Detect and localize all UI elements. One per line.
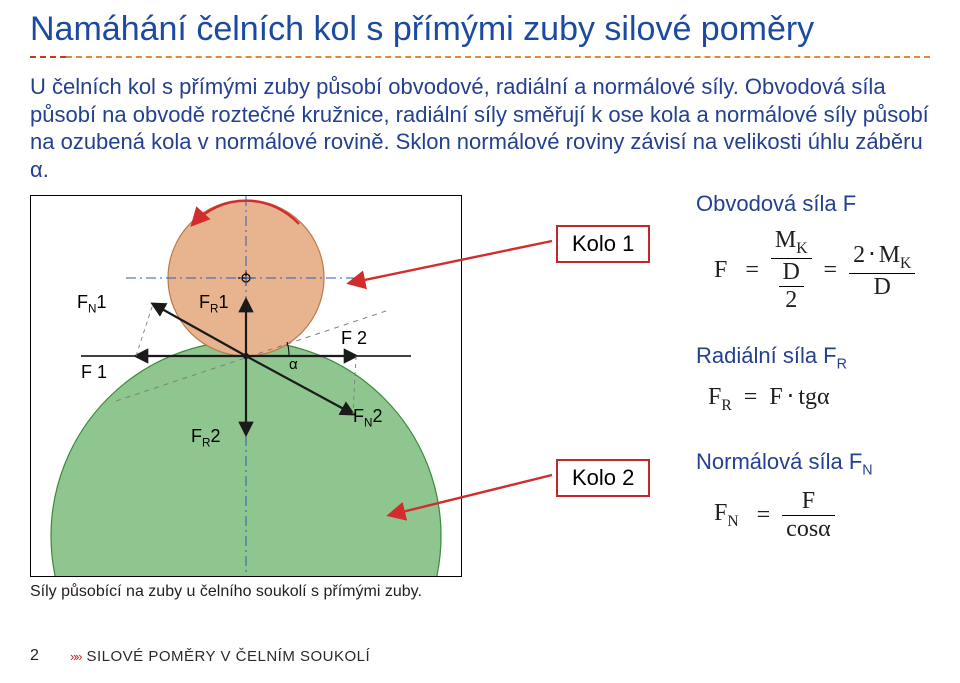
figure-caption: Síly působící na zuby u čelního soukolí … [30,583,460,601]
formula-fr: FR = F⋅tgα [708,382,830,415]
footer-chevron-icon: »» [70,649,80,664]
kolo2-label: Kolo 2 [556,459,650,497]
label-fr2: FR2 [191,426,220,450]
label-fr1: FR1 [199,292,228,316]
page-number: 2 [30,647,70,665]
page-title: Namáhání čelních kol s přímými zuby silo… [30,10,930,49]
label-alpha: α [289,356,298,373]
formula-f: F = MK D 2 = 2⋅MK D [708,227,915,314]
gear-figure: FN1 FR1 F 1 F 2 FR2 FN2 α [30,195,462,577]
intro-paragraph: U čelních kol s přímými zuby působí obvo… [30,73,930,183]
heading-radialni: Radiální síla FR [696,343,847,372]
label-fn2: FN2 [353,406,382,430]
footer: 2 »» SILOVÉ POMĚRY V ČELNÍM SOUKOLÍ [30,647,930,665]
label-f1: F 1 [81,362,107,383]
title-divider [30,55,930,59]
footer-text: SILOVÉ POMĚRY V ČELNÍM SOUKOLÍ [86,648,370,665]
label-fn1: FN1 [77,292,106,316]
label-f2: F 2 [341,328,367,349]
kolo1-label: Kolo 1 [556,225,650,263]
formula-fn: FN = F cosα [708,488,835,543]
heading-normalova: Normálová síla FN [696,449,873,478]
heading-obvodova: Obvodová síla F [696,191,915,217]
